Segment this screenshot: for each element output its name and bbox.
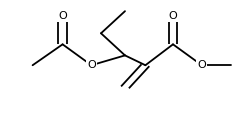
- Text: O: O: [58, 11, 67, 21]
- Text: O: O: [87, 60, 96, 70]
- Text: O: O: [168, 11, 177, 21]
- Text: O: O: [198, 60, 206, 70]
